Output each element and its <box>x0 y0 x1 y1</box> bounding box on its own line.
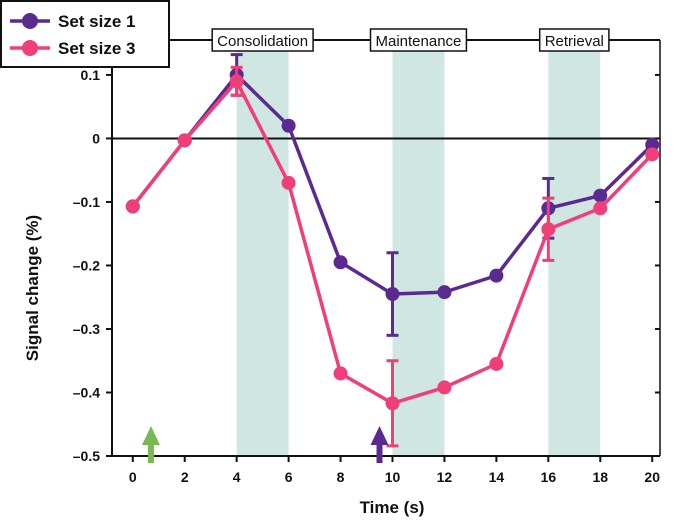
legend-label: Set size 3 <box>58 39 136 58</box>
x-tick-label: 2 <box>181 469 189 485</box>
arrow-shaft <box>147 443 154 463</box>
phase-label: Retrieval <box>545 33 604 50</box>
data-point <box>229 74 244 89</box>
data-point <box>645 147 660 162</box>
x-tick-label: 20 <box>644 469 660 485</box>
legend: Set size 1 Set size 3 <box>0 0 170 68</box>
y-tick-label: 0.1 <box>81 67 101 83</box>
y-tick-label: –0.1 <box>73 194 100 210</box>
y-tick-label: –0.4 <box>73 384 100 400</box>
y-tick-label: –0.5 <box>73 448 100 464</box>
x-tick-label: 0 <box>129 469 137 485</box>
data-point <box>437 285 452 300</box>
data-point <box>281 118 296 133</box>
data-point <box>385 396 400 411</box>
data-point <box>333 366 348 381</box>
phase-band <box>236 40 289 456</box>
data-point <box>281 175 296 190</box>
phase-label-border <box>538 28 610 52</box>
y-tick-label: –0.3 <box>73 321 100 337</box>
phase-label-border <box>369 28 468 52</box>
y-tick-label: 0 <box>92 130 100 146</box>
phase-label-box: Maintenance <box>369 28 468 52</box>
x-tick-label: 10 <box>385 469 401 485</box>
phase-band <box>548 40 601 456</box>
data-point <box>125 199 140 214</box>
legend-swatch-marker <box>22 40 38 56</box>
data-point <box>593 201 608 216</box>
y-tick-label: –0.2 <box>73 257 100 273</box>
x-tick-label: 14 <box>489 469 505 485</box>
x-tick-label: 4 <box>233 469 241 485</box>
data-point <box>489 356 504 371</box>
legend-label: Set size 1 <box>58 12 136 31</box>
data-point <box>385 287 400 302</box>
phase-label-box: Retrieval <box>538 28 610 52</box>
phase-band <box>392 40 445 456</box>
arrow-head <box>141 426 160 445</box>
data-point <box>437 380 452 395</box>
y-axis-label: Signal change (%) <box>23 215 42 361</box>
onset-arrow-icon <box>370 426 389 463</box>
phase-label: Maintenance <box>376 33 462 50</box>
x-tick-label: 8 <box>337 469 345 485</box>
onset-arrow-icon <box>141 426 160 463</box>
phase-label-border <box>211 28 314 52</box>
x-tick-label: 12 <box>437 469 453 485</box>
x-tick-label: 6 <box>285 469 293 485</box>
data-point <box>541 222 556 237</box>
phase-label: Consolidation <box>217 33 308 50</box>
legend-swatch-marker <box>22 13 38 29</box>
arrow-shaft <box>376 443 383 463</box>
data-point <box>593 188 608 203</box>
x-tick-label: 18 <box>592 469 608 485</box>
arrow-head <box>370 426 389 445</box>
legend-box <box>0 0 170 68</box>
data-point <box>177 133 192 148</box>
x-tick-label: 16 <box>541 469 557 485</box>
series-2 <box>125 65 660 448</box>
data-point <box>489 268 504 283</box>
phase-label-box: Consolidation <box>211 28 314 52</box>
data-point <box>333 255 348 270</box>
x-axis-label: Time (s) <box>360 498 425 517</box>
